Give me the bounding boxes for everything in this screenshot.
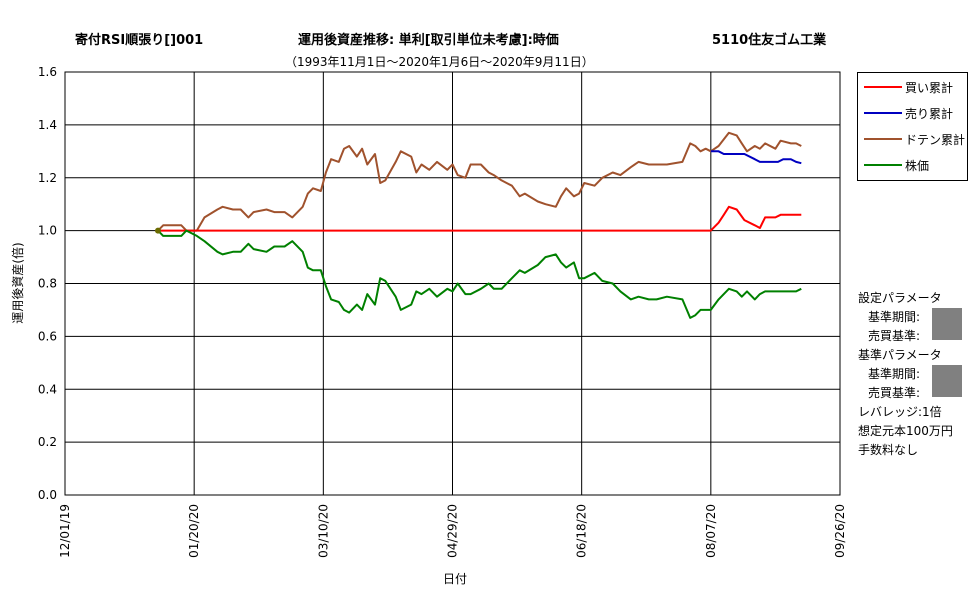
x-tick-label: 08/07/20	[704, 504, 718, 558]
legend-swatch	[864, 86, 902, 88]
base-period-label: 基準期間:	[868, 367, 921, 381]
legend-label: 株価	[905, 158, 930, 173]
y-tick-label: 0.6	[38, 329, 57, 343]
legend-item-buy: 買い累計	[864, 79, 953, 95]
redacted-box	[932, 365, 962, 397]
setting-period-row: 基準期間:	[858, 308, 962, 340]
redacted-box	[932, 308, 962, 340]
x-tick-label: 12/01/19	[58, 504, 72, 558]
legend-label: 買い累計	[905, 80, 954, 95]
setting-period-label: 基準期間:	[868, 310, 921, 324]
series-line	[710, 150, 802, 165]
stock-name: 5110住友ゴム工業	[712, 33, 827, 48]
y-tick-label: 0.2	[38, 435, 57, 449]
base-params-title: 基準パラメータ	[858, 348, 942, 362]
y-tick-label: 1.0	[38, 224, 57, 238]
start-point-marker	[155, 227, 161, 234]
chart-title: 運用後資産推移: 単利[取引単位未考慮]:時価	[298, 33, 559, 48]
y-tick-label: 1.6	[38, 65, 57, 79]
x-tick-label: 04/29/20	[446, 504, 460, 558]
plot-area	[64, 71, 841, 496]
series-lines	[155, 131, 802, 319]
y-tick-label: 1.4	[38, 118, 57, 132]
x-tick-label: 06/18/20	[575, 504, 589, 558]
y-axis-label: 運用後資産(倍)	[10, 242, 25, 323]
legend-item-price: 株価	[864, 157, 929, 173]
legend-label: 売り累計	[905, 106, 954, 121]
x-tick-label: 09/26/20	[833, 504, 847, 558]
legend-swatch	[864, 164, 902, 166]
strategy-title: 寄付RSI順張り[]001	[75, 33, 204, 48]
commission-text: 手数料なし	[858, 443, 919, 457]
legend-swatch	[864, 112, 902, 114]
legend: 買い累計 売り累計 ドテン累計 株価	[857, 72, 968, 181]
legend-swatch	[864, 138, 902, 140]
series-line	[157, 131, 802, 232]
setting-threshold-label: 売買基準:	[868, 329, 921, 343]
legend-label: ドテン累計	[905, 132, 966, 147]
series-line	[158, 205, 802, 232]
base-period-row: 基準期間:	[858, 365, 962, 397]
y-tick-label: 0.0	[38, 488, 57, 502]
y-tick-label: 1.2	[38, 171, 57, 185]
x-tick-label: 01/20/20	[187, 504, 201, 558]
grid	[64, 71, 841, 496]
setting-params-title: 設定パラメータ	[858, 291, 942, 305]
series-line	[157, 229, 802, 319]
x-axis-label: 日付	[443, 572, 467, 586]
base-threshold-label: 売買基準:	[868, 386, 921, 400]
x-axis-ticks: 12/01/19 01/20/20 03/10/20 04/29/20 06/18/20…	[58, 504, 847, 558]
y-tick-label: 0.4	[38, 382, 57, 396]
chart-subtitle: （1993年11月1日～2020年1月6日～2020年9月11日）	[285, 55, 594, 69]
capital-text: 想定元本100万円	[858, 424, 953, 438]
parameter-panel: 設定パラメータ 基準期間: 売買基準: 基準パラメータ 基準期間: 売買基準: …	[858, 289, 962, 460]
y-tick-label: 0.8	[38, 277, 57, 291]
y-axis-ticks: 0.0 0.2 0.4 0.6 0.8 1.0 1.2 1.4 1.6	[38, 65, 57, 502]
x-tick-label: 03/10/20	[316, 504, 330, 558]
leverage-text: レバレッジ:1倍	[858, 405, 942, 419]
legend-item-sell: 売り累計	[864, 105, 953, 121]
legend-item-doten: ドテン累計	[864, 131, 965, 147]
